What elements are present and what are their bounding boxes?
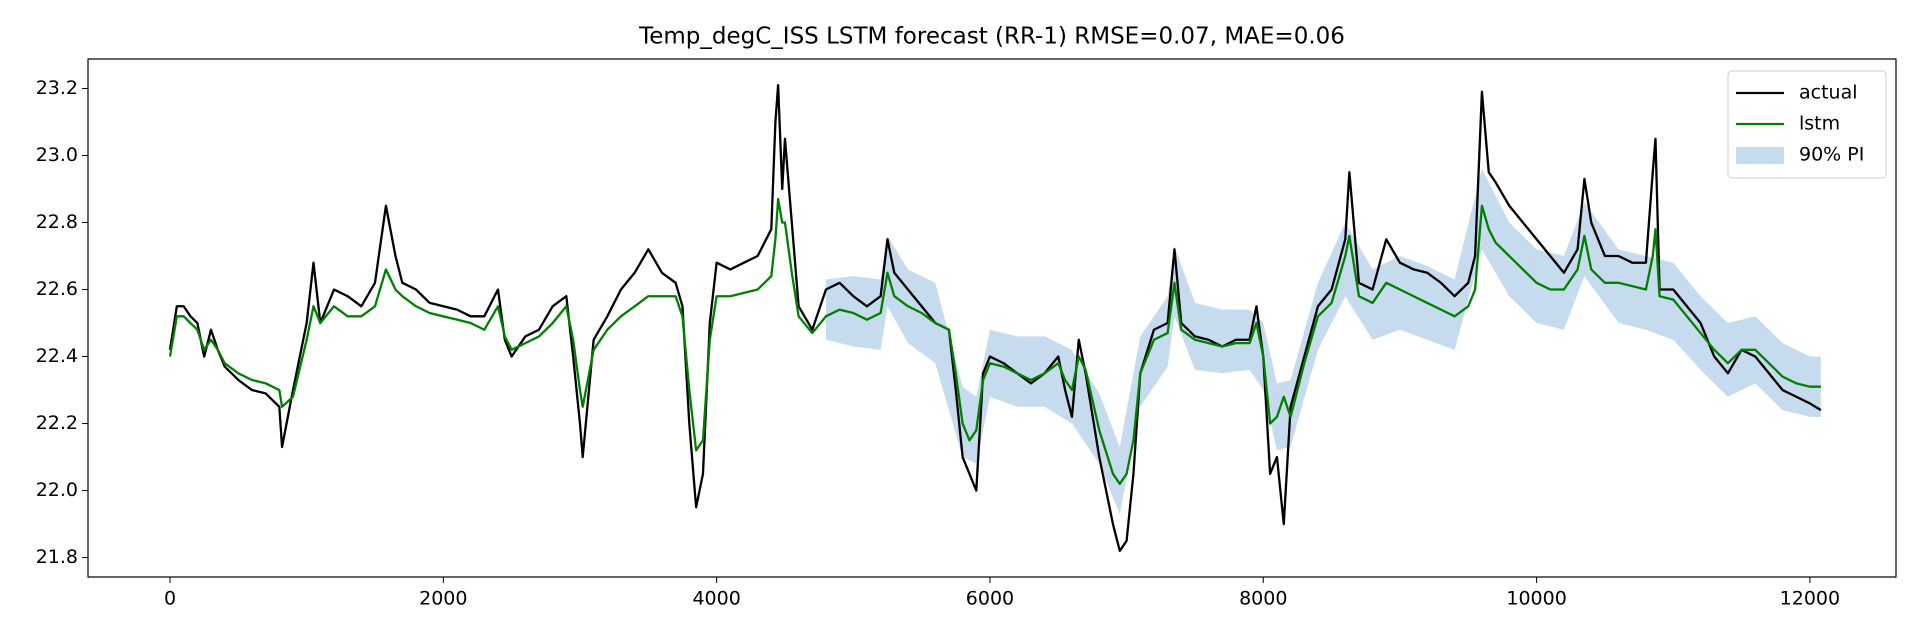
y-tick-label: 22.6 <box>36 278 78 300</box>
series-line <box>168 197 1821 486</box>
y-tick-label: 22.4 <box>36 345 78 367</box>
x-tick-label: 0 <box>164 588 176 610</box>
y-tick-label: 22.0 <box>36 479 78 501</box>
prediction-interval <box>825 168 1821 515</box>
legend-label: 90% PI <box>1799 144 1864 166</box>
x-tick-label: 4000 <box>692 588 740 610</box>
x-tick-label: 8000 <box>1239 588 1287 610</box>
chart-title: Temp_degC_ISS LSTM forecast (RR-1) RMSE=… <box>638 24 1345 50</box>
y-tick-label: 23.2 <box>36 77 78 99</box>
y-tick-label: 23.0 <box>36 144 78 166</box>
x-tick-label: 2000 <box>419 588 467 610</box>
series-line <box>168 83 1822 553</box>
legend-swatch <box>1736 147 1784 164</box>
y-tick-label: 22.2 <box>36 412 78 434</box>
legend-label: actual <box>1799 82 1858 104</box>
axes-frame <box>87 58 1897 578</box>
y-tick-label: 21.8 <box>36 546 78 568</box>
y-tick-label: 22.8 <box>36 211 78 233</box>
legend-label: lstm <box>1799 113 1840 135</box>
x-tick-label: 12000 <box>1780 588 1840 610</box>
plot-area <box>168 83 1822 553</box>
x-tick-label: 10000 <box>1506 588 1566 610</box>
x-tick-label: 6000 <box>966 588 1014 610</box>
